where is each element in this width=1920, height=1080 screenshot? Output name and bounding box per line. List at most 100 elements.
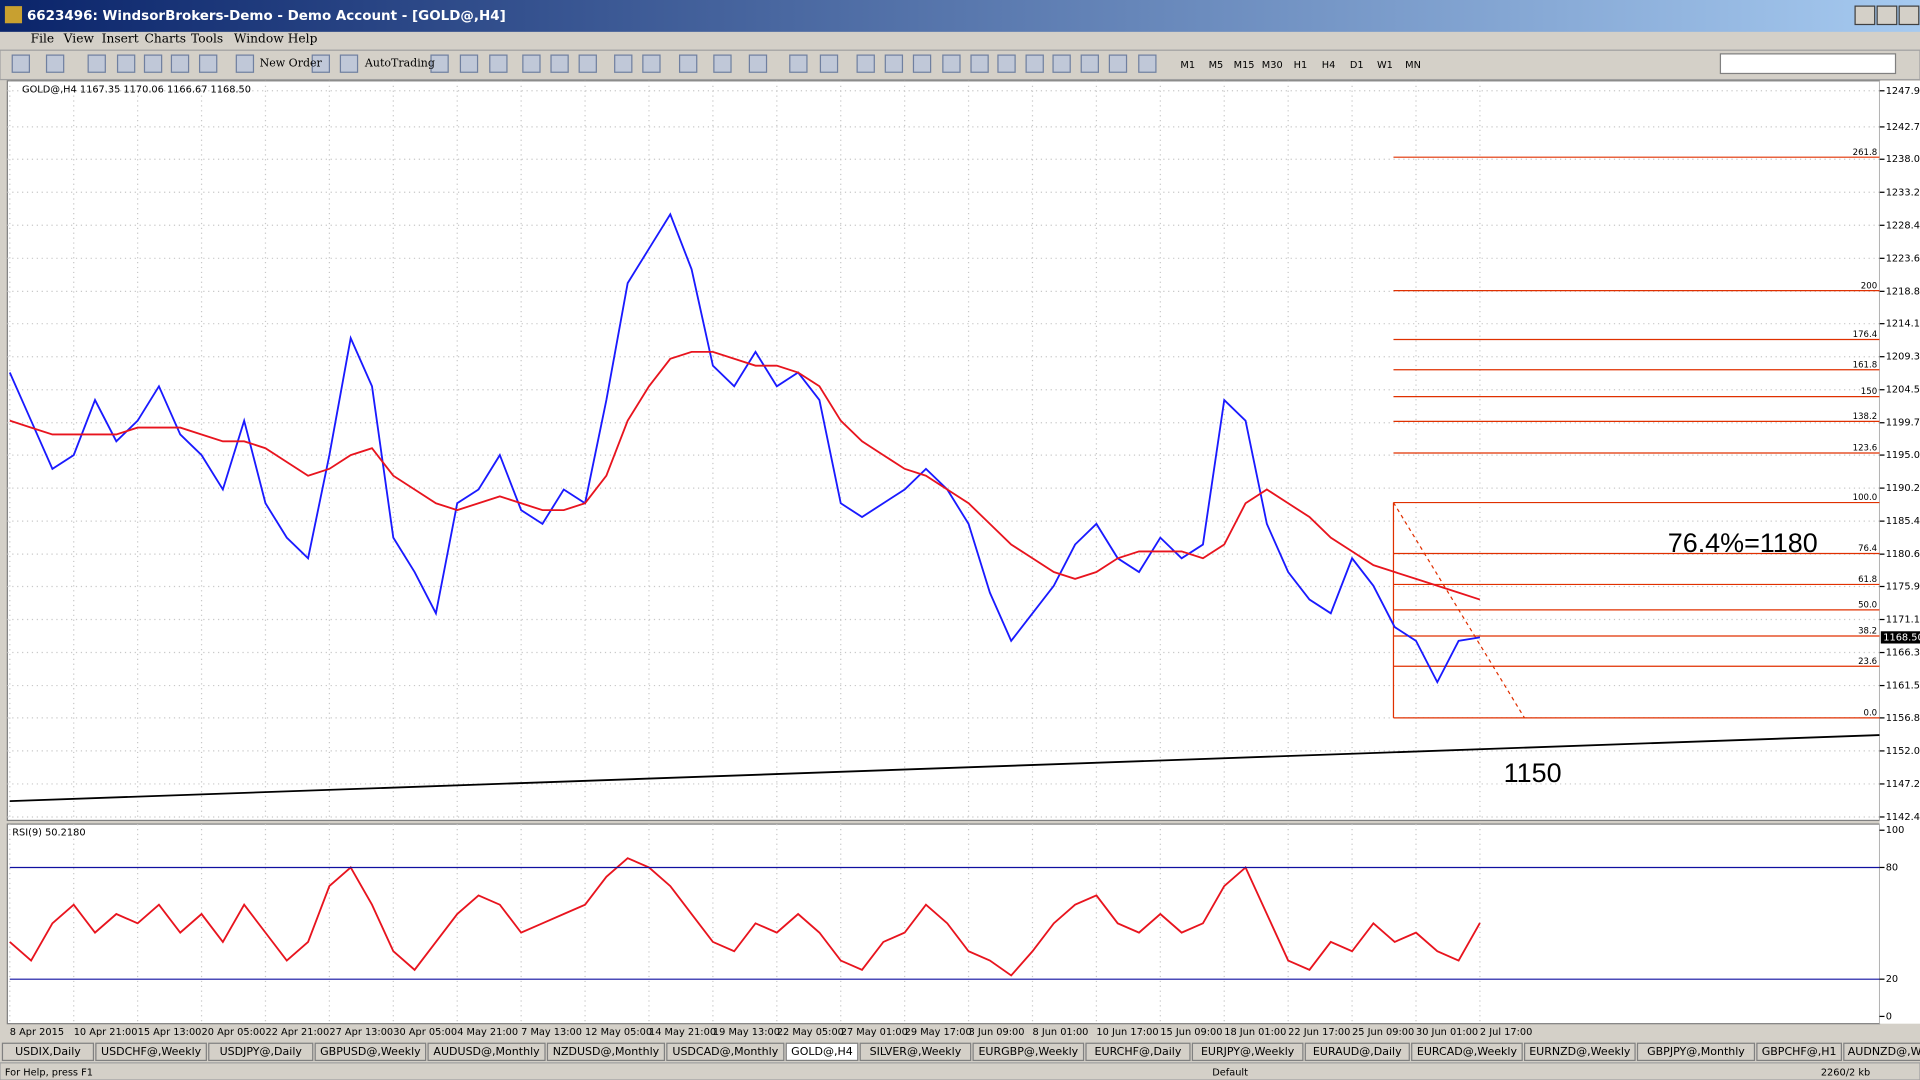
chart-tab-label[interactable]: USDJPY@,Daily xyxy=(220,1045,303,1058)
toolbar-icon[interactable] xyxy=(170,54,190,73)
timeframe-button[interactable]: MN xyxy=(1405,60,1421,71)
chart-tab[interactable] xyxy=(785,1042,859,1062)
toolbar-icon[interactable] xyxy=(45,54,65,73)
chart-tab[interactable] xyxy=(859,1042,972,1062)
status-traffic: 2260/2 kb xyxy=(1821,1068,1870,1079)
chart-tab-label[interactable]: GBPJPY@,Monthly xyxy=(1647,1045,1745,1058)
timeframe-button[interactable]: M5 xyxy=(1209,60,1224,71)
menu-item[interactable]: Tools xyxy=(191,32,223,46)
chart-tab[interactable] xyxy=(1843,1042,1920,1062)
toolbar-icon[interactable] xyxy=(997,54,1016,73)
toolbar-icon[interactable] xyxy=(1025,54,1044,73)
menu-item[interactable]: Help xyxy=(288,32,318,46)
toolbar-icon[interactable] xyxy=(1108,54,1128,73)
chart-tab-label[interactable]: SILVER@,Weekly xyxy=(870,1045,962,1058)
y-tick-label: 1180.60 xyxy=(1886,549,1920,560)
chart-tab[interactable] xyxy=(427,1042,546,1062)
timeframe-button[interactable]: M30 xyxy=(1262,60,1283,71)
toolbar-icon[interactable] xyxy=(678,54,698,73)
chart-tab[interactable] xyxy=(1,1042,95,1062)
chart-tab-label[interactable]: EURNZD@,Weekly xyxy=(1529,1045,1631,1058)
toolbar-icon[interactable] xyxy=(11,54,30,73)
timeframe-button[interactable]: D1 xyxy=(1350,60,1364,71)
timeframe-button[interactable]: M1 xyxy=(1180,60,1195,71)
toolbar-icon[interactable] xyxy=(819,54,839,73)
toolbar-icon[interactable] xyxy=(550,54,569,73)
toolbar-icon[interactable] xyxy=(884,54,904,73)
timeframe-button[interactable]: H4 xyxy=(1322,60,1336,71)
toolbar-icon[interactable] xyxy=(1138,54,1157,73)
toolbar-icon[interactable] xyxy=(856,54,875,73)
toolbar-icon[interactable] xyxy=(459,54,479,73)
chart-tab-label[interactable]: USDCHF@,Weekly xyxy=(101,1045,202,1058)
toolbar-icon[interactable] xyxy=(1080,54,1099,73)
x-tick-label: 8 Apr 2015 xyxy=(10,1027,64,1038)
toolbar-icon[interactable] xyxy=(198,54,218,73)
chart-tab-label[interactable]: NZDUSD@,Monthly xyxy=(553,1045,660,1058)
toolbar-icon[interactable] xyxy=(489,54,508,73)
chart-tab-label[interactable]: EURGBP@,Weekly xyxy=(978,1045,1078,1058)
chart-tab[interactable] xyxy=(972,1042,1085,1062)
chart-tab[interactable] xyxy=(314,1042,427,1062)
chart-tab-label[interactable]: EURJPY@,Weekly xyxy=(1201,1045,1295,1058)
y-tick-label: 100 xyxy=(1886,825,1905,836)
y-tick-label: 1214.10 xyxy=(1886,319,1920,330)
chart-tab-label[interactable]: USDCAD@,Monthly xyxy=(672,1045,778,1058)
toolbar-icon[interactable] xyxy=(1052,54,1071,73)
chart-tab[interactable] xyxy=(666,1042,785,1062)
chart-tab[interactable] xyxy=(1085,1042,1191,1062)
chart-tab[interactable] xyxy=(1411,1042,1523,1062)
chart-tab-label[interactable]: AUDUSD@,Monthly xyxy=(433,1045,540,1058)
toolbar-icon[interactable] xyxy=(339,54,359,73)
chart-tab-label[interactable]: EURAUD@,Daily xyxy=(1313,1045,1402,1058)
chart-tab[interactable] xyxy=(1756,1042,1843,1062)
chart-tab-label[interactable]: GBPUSD@,Weekly xyxy=(320,1045,421,1058)
chart-tab[interactable] xyxy=(95,1042,207,1062)
toolbar-icon[interactable] xyxy=(116,54,136,73)
menu-item[interactable]: View xyxy=(63,32,95,46)
chart-tab[interactable] xyxy=(1523,1042,1636,1062)
toolbar-icon[interactable] xyxy=(578,54,597,73)
toolbar-icon[interactable] xyxy=(522,54,541,73)
chart-tab[interactable] xyxy=(1304,1042,1410,1062)
timeframe-button[interactable]: H1 xyxy=(1294,60,1308,71)
x-tick-label: 15 Jun 09:00 xyxy=(1160,1027,1222,1038)
chart-tab-label[interactable]: GBPCHF@,H1 xyxy=(1762,1045,1837,1058)
timeframe-button[interactable]: W1 xyxy=(1377,60,1393,71)
chart-tab-label[interactable]: AUDNZD@,Weekly xyxy=(1848,1045,1920,1058)
new-order-button[interactable]: New Order xyxy=(260,57,323,70)
chart-tab-label[interactable]: EURCHF@,Daily xyxy=(1095,1045,1182,1058)
menu-item[interactable]: File xyxy=(31,32,55,46)
toolbar-icon[interactable] xyxy=(713,54,732,73)
toolbar-icon[interactable] xyxy=(789,54,808,73)
toolbar-icon[interactable] xyxy=(912,54,932,73)
chart-tab-label[interactable]: EURCAD@,Weekly xyxy=(1417,1045,1518,1058)
autotrading-button[interactable]: AutoTrading xyxy=(364,57,435,70)
chart-tab[interactable] xyxy=(1636,1042,1756,1062)
toolbar-icon[interactable] xyxy=(970,54,989,73)
price-axis xyxy=(1879,80,1920,1024)
x-tick-label: 18 Jun 01:00 xyxy=(1224,1027,1286,1038)
menu-item[interactable]: Charts xyxy=(144,32,186,46)
minimize-button[interactable] xyxy=(1854,5,1876,26)
menu-item[interactable]: Insert xyxy=(102,32,139,46)
toolbar-icon[interactable] xyxy=(87,54,106,73)
toolbar-icon[interactable] xyxy=(748,54,768,73)
chart-tab[interactable] xyxy=(546,1042,666,1062)
toolbar-icon[interactable] xyxy=(942,54,961,73)
timeframe-button[interactable]: M15 xyxy=(1234,60,1255,71)
chart-tab[interactable] xyxy=(1191,1042,1304,1062)
close-button[interactable] xyxy=(1898,5,1920,26)
toolbar-icon[interactable] xyxy=(143,54,163,73)
chart-tab[interactable] xyxy=(208,1042,314,1062)
search-box[interactable] xyxy=(1719,53,1897,75)
toolbar-icon[interactable] xyxy=(614,54,633,73)
chart-tab-label[interactable]: USDIX,Daily xyxy=(15,1045,81,1058)
toolbar-icon[interactable] xyxy=(235,54,255,73)
maximize-button[interactable] xyxy=(1876,5,1898,26)
toolbar-icon[interactable] xyxy=(311,54,330,73)
chart-tab-label[interactable]: GOLD@,H4 xyxy=(791,1045,853,1058)
toolbar-icon[interactable] xyxy=(642,54,661,73)
toolbar-icon[interactable] xyxy=(430,54,449,73)
menu-item[interactable]: Window xyxy=(234,32,284,46)
